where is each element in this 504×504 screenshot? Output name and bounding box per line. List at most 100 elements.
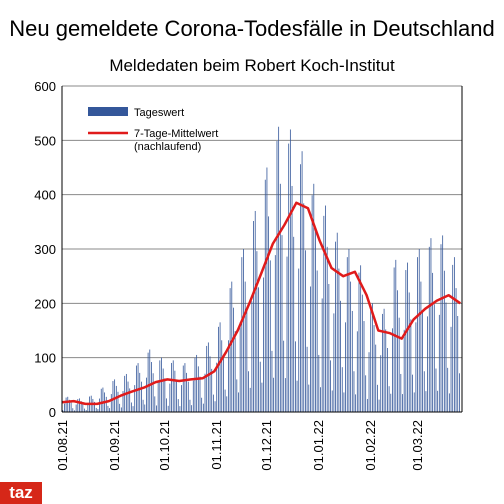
daily-bar: [85, 410, 87, 412]
daily-bar: [308, 384, 310, 412]
daily-bar: [316, 270, 318, 412]
daily-bar: [273, 377, 275, 412]
daily-bar: [196, 354, 198, 412]
daily-bar: [201, 397, 203, 412]
daily-bar: [331, 390, 333, 412]
daily-bar: [402, 394, 403, 412]
daily-bar: [403, 329, 405, 412]
daily-bar: [137, 363, 139, 412]
legend-line-label-part: 7-Tage-Mittelwert: [134, 128, 218, 140]
daily-bar: [358, 272, 360, 412]
daily-bar: [142, 399, 144, 412]
daily-bar: [397, 290, 398, 412]
daily-bar: [263, 277, 264, 412]
line-layer: [61, 201, 462, 406]
daily-bar: [281, 235, 283, 412]
daily-bar: [433, 304, 435, 412]
daily-bar: [67, 396, 69, 412]
daily-bar: [296, 380, 298, 412]
daily-bar: [430, 238, 432, 412]
daily-bar: [236, 379, 238, 412]
daily-bar: [442, 235, 444, 412]
daily-bar: [326, 246, 328, 412]
bar-layer: [62, 126, 460, 413]
daily-bar: [303, 203, 305, 412]
daily-bar: [139, 372, 141, 412]
daily-bar: [330, 360, 331, 412]
daily-bar: [122, 391, 124, 412]
daily-bar: [274, 255, 276, 412]
daily-bar: [348, 249, 350, 412]
daily-bar: [65, 397, 67, 412]
daily-bar: [105, 396, 107, 412]
seven-day-average-line: [61, 201, 462, 406]
daily-bar: [388, 386, 390, 412]
daily-bar: [79, 398, 80, 412]
daily-bar: [264, 179, 266, 412]
daily-bar: [383, 308, 385, 412]
daily-bar: [261, 382, 263, 412]
daily-bar: [94, 401, 95, 412]
x-tick-label: 01.08.21: [55, 420, 70, 471]
daily-bar: [239, 322, 241, 412]
daily-bar: [159, 360, 161, 412]
daily-bar: [398, 317, 400, 412]
daily-bar: [328, 283, 330, 412]
daily-bar: [212, 394, 214, 412]
daily-bar: [130, 402, 132, 412]
x-tick-label: 01.02.22: [363, 420, 378, 471]
daily-bar: [271, 350, 273, 412]
daily-bar: [305, 250, 306, 412]
daily-bar: [74, 410, 75, 412]
daily-bar: [100, 388, 102, 412]
daily-bar: [325, 205, 326, 412]
daily-bar: [450, 326, 452, 412]
daily-bar: [206, 345, 208, 412]
daily-bar: [410, 319, 412, 412]
daily-bar: [161, 357, 162, 412]
daily-bar: [422, 310, 423, 412]
daily-bar: [457, 315, 459, 412]
daily-bar: [157, 382, 159, 412]
daily-bar: [132, 406, 134, 412]
daily-bar: [373, 325, 375, 412]
daily-bar: [432, 272, 434, 412]
y-tick-label: 100: [34, 351, 56, 366]
daily-bar: [350, 281, 352, 412]
daily-bar: [146, 377, 147, 412]
chart-title: Neu gemeldete Corona-Todesfälle in Deuts…: [9, 16, 495, 41]
daily-bar: [333, 313, 335, 412]
daily-bar: [172, 360, 174, 412]
daily-bar: [278, 126, 280, 412]
daily-bar: [259, 361, 261, 412]
daily-bar: [390, 393, 392, 412]
daily-bar: [293, 236, 295, 412]
daily-bar: [197, 366, 199, 412]
daily-bar: [192, 380, 194, 412]
daily-bar: [336, 232, 338, 412]
daily-bar: [217, 326, 219, 412]
daily-bar: [315, 229, 316, 412]
daily-bar: [129, 388, 131, 412]
daily-bar: [405, 270, 407, 412]
daily-bar: [186, 372, 187, 412]
daily-bar: [164, 378, 166, 412]
chart-subtitle: Meldedaten beim Robert Koch-Institut: [109, 56, 395, 75]
daily-bar: [95, 407, 97, 412]
daily-bar: [376, 384, 378, 412]
daily-bar: [361, 294, 363, 412]
daily-bar: [199, 376, 201, 412]
x-tick-label: 01.03.22: [410, 420, 425, 471]
legend-line-label: 7-Tage-Mittelwert (nachlaufend): [134, 128, 218, 153]
x-tick-label: 01.11.21: [209, 420, 224, 470]
daily-bar: [393, 267, 395, 412]
daily-bar: [321, 298, 323, 412]
taz-logo: taz: [0, 482, 42, 504]
daily-bar: [214, 401, 216, 412]
axis-layer: 0 100 200 300 400 500 600 01.08.21 01.09.21 01.10…: [34, 79, 463, 471]
y-tick-label: 0: [49, 405, 56, 420]
daily-bar: [266, 167, 268, 412]
daily-bar: [162, 368, 164, 412]
daily-bar: [360, 265, 362, 412]
daily-bar: [356, 331, 358, 412]
